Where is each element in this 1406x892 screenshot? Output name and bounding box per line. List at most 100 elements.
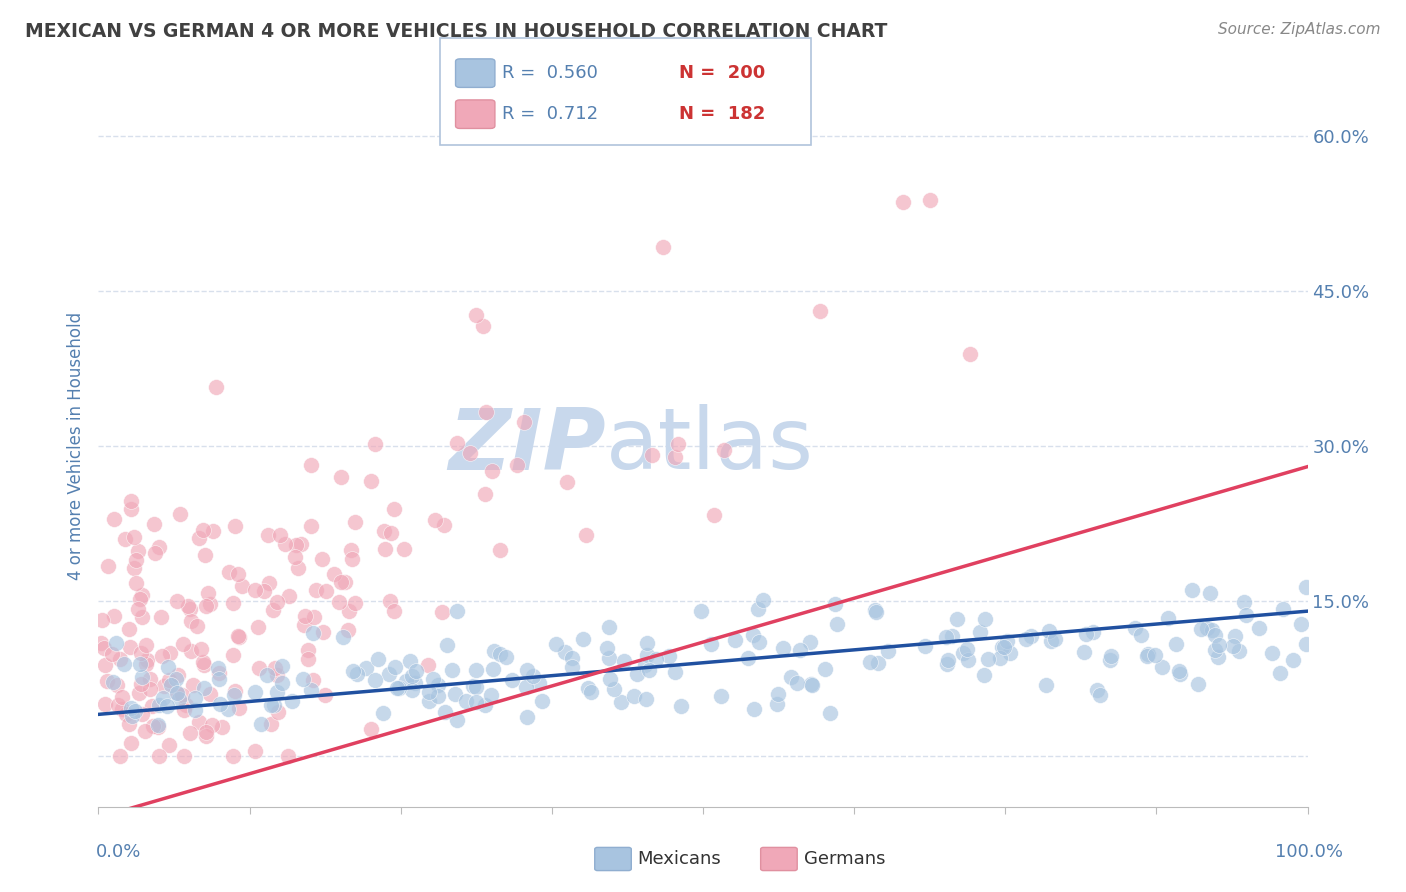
Point	[571, 632, 593, 647]
Point	[120, 701, 142, 715]
Point	[465, 663, 488, 677]
Point	[197, 586, 219, 600]
Point	[96, 559, 118, 574]
Point	[247, 620, 270, 634]
Point	[208, 697, 231, 711]
Point	[323, 567, 346, 582]
Point	[865, 605, 887, 619]
Point	[441, 664, 464, 678]
Point	[636, 636, 658, 650]
Point	[1035, 678, 1057, 692]
Point	[152, 649, 174, 664]
Point	[399, 654, 422, 668]
Point	[956, 641, 979, 656]
Text: 100.0%: 100.0%	[1275, 843, 1343, 861]
Point	[995, 634, 1018, 648]
Point	[786, 676, 808, 690]
Point	[1249, 621, 1271, 635]
Point	[256, 667, 278, 681]
Point	[111, 690, 134, 704]
Point	[598, 651, 620, 665]
Point	[423, 513, 446, 527]
Point	[973, 668, 995, 682]
Point	[200, 687, 222, 701]
Point	[596, 641, 619, 656]
Point	[131, 610, 153, 624]
Point	[959, 347, 981, 361]
Point	[205, 380, 228, 394]
Point	[945, 612, 967, 626]
Point	[1164, 637, 1187, 651]
Point	[737, 650, 759, 665]
Point	[799, 635, 821, 649]
Point	[434, 706, 457, 720]
Point	[211, 720, 233, 734]
Point	[159, 673, 181, 687]
Point	[131, 588, 153, 602]
Point	[645, 651, 668, 665]
Point	[387, 681, 409, 696]
Point	[344, 515, 367, 529]
Point	[384, 660, 406, 674]
Point	[1143, 648, 1166, 662]
Point	[277, 748, 299, 763]
Point	[515, 680, 537, 694]
Point	[250, 717, 273, 731]
Point	[115, 707, 138, 722]
Point	[613, 654, 636, 668]
Point	[516, 710, 538, 724]
Point	[118, 717, 141, 731]
Point	[305, 582, 328, 597]
Point	[90, 613, 112, 627]
Point	[360, 723, 382, 737]
Point	[135, 638, 157, 652]
Point	[105, 678, 128, 692]
Point	[877, 644, 900, 658]
Point	[752, 593, 775, 607]
Point	[561, 651, 583, 665]
Point	[143, 546, 166, 560]
Point	[193, 657, 215, 672]
Point	[167, 691, 190, 706]
Point	[107, 698, 129, 712]
Point	[260, 716, 283, 731]
Point	[90, 636, 112, 650]
Point	[1189, 622, 1212, 636]
Point	[121, 709, 143, 723]
Point	[193, 681, 215, 696]
Point	[1136, 649, 1159, 664]
Point	[208, 665, 231, 680]
Point	[188, 531, 211, 545]
Point	[110, 702, 132, 716]
Text: Source: ZipAtlas.com: Source: ZipAtlas.com	[1218, 22, 1381, 37]
Point	[166, 686, 188, 700]
Point	[228, 630, 250, 644]
Point	[201, 718, 224, 732]
Point	[380, 594, 402, 608]
Point	[190, 642, 212, 657]
Point	[609, 695, 631, 709]
Point	[224, 684, 246, 698]
Point	[179, 725, 201, 739]
Point	[422, 672, 444, 686]
Point	[531, 694, 554, 708]
Point	[1198, 586, 1220, 600]
Point	[120, 640, 142, 654]
Point	[224, 689, 246, 703]
Point	[263, 698, 285, 713]
Point	[94, 658, 117, 673]
Point	[222, 597, 245, 611]
Point	[1204, 643, 1226, 657]
Point	[367, 652, 389, 666]
Point	[598, 620, 620, 634]
Point	[228, 701, 250, 715]
Point	[554, 644, 576, 658]
Point	[207, 660, 229, 674]
Point	[941, 629, 963, 643]
Point	[180, 644, 202, 658]
Point	[382, 604, 405, 618]
Point	[159, 678, 181, 692]
Point	[446, 604, 468, 618]
Point	[936, 657, 959, 672]
Point	[374, 541, 396, 556]
